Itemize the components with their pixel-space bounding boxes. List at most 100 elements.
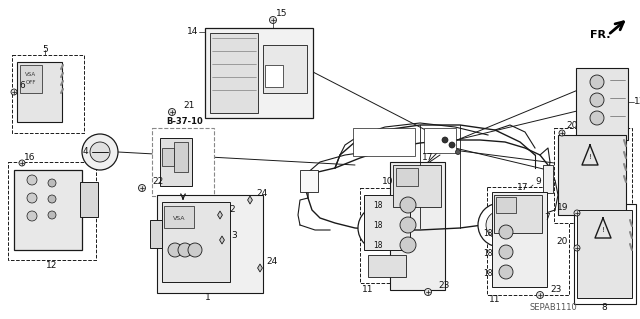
Text: 1: 1: [205, 293, 211, 302]
Circle shape: [478, 203, 522, 247]
Bar: [162, 202, 230, 282]
Bar: [574, 204, 636, 304]
Circle shape: [424, 288, 431, 295]
Text: VSA: VSA: [173, 216, 185, 220]
Bar: [300, 170, 318, 192]
Circle shape: [188, 243, 202, 257]
Bar: [554, 128, 632, 223]
Text: 17: 17: [516, 183, 528, 192]
Text: 13: 13: [634, 98, 640, 107]
Bar: [525, 200, 547, 214]
Circle shape: [168, 108, 175, 115]
Bar: [368, 255, 406, 277]
Circle shape: [19, 160, 25, 166]
Bar: [396, 168, 418, 186]
Text: 18: 18: [374, 221, 383, 231]
Polygon shape: [258, 264, 262, 272]
Text: 4: 4: [83, 147, 88, 157]
Bar: [17, 62, 62, 122]
Circle shape: [178, 243, 192, 257]
Circle shape: [574, 210, 580, 216]
Text: B-37-10: B-37-10: [166, 117, 204, 127]
Bar: [160, 138, 192, 186]
Bar: [265, 65, 283, 87]
Circle shape: [90, 142, 110, 162]
Bar: [20, 65, 42, 93]
Text: 2: 2: [229, 205, 235, 214]
Bar: [12, 55, 84, 133]
Bar: [577, 210, 632, 298]
Bar: [364, 195, 410, 250]
Polygon shape: [248, 196, 252, 204]
Bar: [174, 142, 188, 172]
Text: SEPAB1110: SEPAB1110: [530, 303, 578, 313]
Circle shape: [48, 179, 56, 187]
Text: 23: 23: [550, 285, 561, 293]
Circle shape: [168, 243, 182, 257]
Polygon shape: [220, 236, 225, 244]
Circle shape: [590, 75, 604, 89]
Bar: [162, 148, 174, 166]
Bar: [353, 128, 415, 156]
Bar: [157, 195, 263, 293]
Circle shape: [358, 206, 402, 250]
Text: 15: 15: [276, 10, 288, 19]
Circle shape: [27, 175, 37, 185]
Text: 12: 12: [46, 262, 58, 271]
Circle shape: [48, 195, 56, 203]
Circle shape: [27, 193, 37, 203]
Bar: [14, 170, 82, 250]
Circle shape: [82, 134, 118, 170]
Bar: [80, 182, 98, 217]
Circle shape: [499, 265, 513, 279]
Circle shape: [400, 217, 416, 233]
Text: 18: 18: [483, 249, 493, 257]
Text: 7: 7: [544, 213, 550, 222]
Text: !: !: [602, 227, 604, 233]
Text: 23: 23: [438, 281, 449, 291]
Text: 11: 11: [362, 286, 374, 294]
Bar: [390, 162, 445, 290]
Circle shape: [48, 211, 56, 219]
Text: 18: 18: [483, 269, 493, 278]
Text: 17: 17: [422, 152, 434, 161]
Bar: [164, 206, 194, 228]
Circle shape: [400, 197, 416, 213]
Text: 20: 20: [566, 122, 578, 130]
Text: !: !: [589, 154, 591, 160]
Circle shape: [138, 184, 145, 191]
Bar: [487, 187, 569, 295]
Text: 5: 5: [42, 44, 48, 54]
Bar: [210, 33, 258, 113]
Bar: [393, 165, 441, 207]
Circle shape: [449, 142, 455, 148]
Text: 24: 24: [257, 189, 268, 198]
Bar: [543, 165, 553, 193]
Text: 24: 24: [266, 257, 278, 266]
Circle shape: [559, 130, 565, 136]
Text: 16: 16: [24, 152, 36, 161]
Bar: [150, 220, 162, 248]
Bar: [360, 188, 415, 283]
Text: 18: 18: [374, 241, 383, 250]
Text: OFF: OFF: [26, 80, 36, 85]
Circle shape: [486, 211, 514, 239]
Text: 20: 20: [557, 238, 568, 247]
Text: 22: 22: [152, 177, 163, 187]
Text: 9: 9: [535, 177, 541, 187]
Circle shape: [536, 292, 543, 299]
Text: 18: 18: [374, 202, 383, 211]
Circle shape: [269, 17, 276, 24]
Bar: [558, 135, 626, 215]
Text: 11: 11: [489, 295, 500, 305]
Circle shape: [574, 245, 580, 251]
Circle shape: [400, 237, 416, 253]
Circle shape: [499, 225, 513, 239]
Text: VSA: VSA: [26, 71, 36, 77]
Circle shape: [27, 211, 37, 221]
Text: 3: 3: [231, 231, 237, 240]
Bar: [496, 197, 516, 213]
Text: 18: 18: [483, 228, 493, 238]
Circle shape: [442, 137, 448, 143]
Text: FR.: FR.: [589, 30, 611, 40]
